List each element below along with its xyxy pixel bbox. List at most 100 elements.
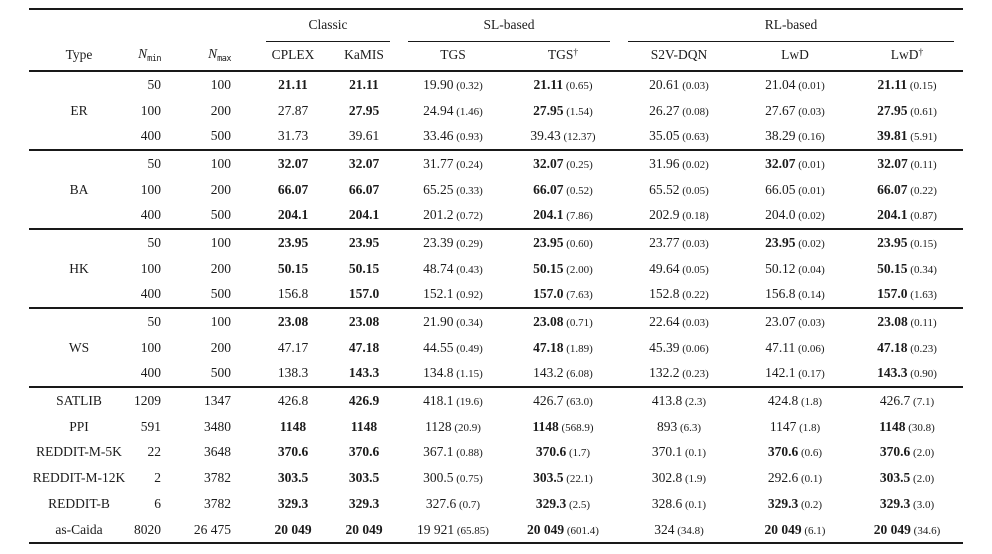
metric-value: 328.6 [651, 495, 683, 511]
value-cell-LwD-dagger: 20 049 (34.6) [851, 517, 963, 543]
metric-value: 1148 [532, 418, 559, 434]
metric-value: 20 049 [873, 521, 911, 537]
metric-value: 329.3 [348, 495, 380, 511]
metric-value: 424.8 [767, 393, 799, 409]
col-header-tgs-dagger: TGS† [507, 43, 619, 72]
value-cell-TGS: 44.55 (0.49) [399, 335, 507, 361]
value-cell-LwD: 23.95 (0.02) [739, 229, 851, 256]
std-value: (0.15) [907, 79, 937, 92]
metric-value: 143.2 [533, 365, 564, 381]
std-value: (0.02) [795, 210, 825, 223]
metric-value: 1148 [279, 418, 307, 434]
metric-value: 66.07 [277, 181, 309, 197]
value-cell-LwD-dagger: 1148 (30.8) [851, 414, 963, 440]
metric-value: 23.08 [348, 314, 380, 330]
value-cell-TGS: 23.39 (0.29) [399, 229, 507, 256]
value-cell-TGS: 33.46 (0.93) [399, 123, 507, 152]
nmax-cell: 200 [210, 260, 231, 276]
value-cell-S2V-DQN: 35.05 (0.63) [619, 123, 739, 152]
std-value: (0.04) [795, 263, 825, 276]
value-cell-KaMIS: 303.5 [329, 465, 399, 491]
std-value: (0.15) [907, 237, 937, 250]
group-header-row: Classic SL-based RL-based [29, 10, 963, 43]
std-value: (0.23) [679, 368, 709, 381]
table-body: ER 50 100 21.11 21.11 19.90 (0.32) 21.11 (0.65… [29, 71, 964, 543]
std-value: (0.23) [907, 342, 937, 355]
value-cell-TGS-dagger: 1148 (568.9) [507, 414, 619, 440]
value-cell-KaMIS: 23.95 [329, 229, 399, 256]
table-row: 400 500 204.1 204.1 201.2 (0.72) 204.1 (7.86)… [29, 202, 964, 231]
std-value: (0.88) [453, 447, 483, 460]
value-cell-KaMIS: 20 049 [329, 517, 399, 543]
metric-value: 31.77 [423, 155, 454, 171]
value-cell-TGS: 327.6 (0.7) [399, 491, 507, 517]
metric-value: 329.3 [277, 495, 309, 511]
value-cell-TGS-dagger: 50.15 (2.00) [507, 256, 619, 282]
metric-value: 143.3 [348, 365, 380, 381]
std-value: (0.61) [907, 105, 937, 118]
std-value: (63.0) [563, 396, 593, 409]
value-cell-LwD-dagger: 426.7 (7.1) [851, 387, 963, 414]
value-cell-S2V-DQN: 49.64 (0.05) [619, 256, 739, 282]
value-cell-LwD: 21.04 (0.01) [739, 71, 851, 98]
std-value: (0.63) [679, 131, 709, 144]
value-cell-LwD-dagger: 50.15 (0.34) [851, 256, 963, 282]
value-cell-LwD-dagger: 370.6 (2.0) [851, 440, 963, 466]
std-value: (0.34) [453, 317, 483, 330]
metric-value: 204.1 [877, 207, 908, 223]
std-value: (0.01) [795, 79, 825, 92]
value-cell-S2V-DQN: 202.9 (0.18) [619, 202, 739, 231]
std-value: (0.17) [795, 368, 825, 381]
metric-value: 47.18 [877, 339, 908, 355]
std-value: (0.22) [679, 289, 709, 302]
group-classic-label: Classic [308, 16, 348, 32]
nmin-cell: 400 [129, 281, 187, 310]
metric-value: 21.11 [533, 76, 564, 92]
std-value: (0.52) [563, 184, 593, 197]
std-value: (0.02) [795, 237, 825, 250]
value-cell-TGS: 31.77 (0.24) [399, 150, 507, 177]
metric-value: 156.8 [765, 286, 796, 302]
nmin-cell: 100 [140, 339, 161, 355]
col-header-tgs: TGS [399, 43, 507, 72]
table-row: ER 50 100 21.11 21.11 19.90 (0.32) 21.11 (0.65… [29, 71, 963, 152]
std-value: (7.86) [563, 210, 593, 223]
metric-value: 418.1 [423, 393, 454, 409]
table-row: BA 50 100 32.07 32.07 31.77 (0.24) 32.07 (0.25… [29, 150, 963, 231]
value-cell-TGS: 24.94 (1.46) [399, 98, 507, 124]
value-cell-LwD-dagger: 303.5 (2.0) [851, 465, 963, 491]
std-value: (0.01) [795, 184, 825, 197]
metric-value: 21.11 [877, 76, 908, 92]
value-cell-CPLEX: 303.5 [257, 465, 329, 491]
table-row: REDDIT-M-5K 22 3648 370.6 370.6 367.1 (0.88) 3… [29, 440, 963, 466]
nmin-cell: 22 [147, 444, 162, 460]
value-cell-S2V-DQN: 370.1 (0.1) [619, 440, 739, 466]
std-value: (2.0) [910, 473, 935, 486]
value-cell-TGS-dagger: 204.1 (7.86) [507, 202, 619, 231]
std-value: (0.71) [563, 317, 593, 330]
value-cell-TGS-dagger: 47.18 (1.89) [507, 335, 619, 361]
nmax-subscript: max [217, 54, 231, 64]
value-cell-LwD: 292.6 (0.1) [739, 465, 851, 491]
col-header-s2v-dqn: S2V-DQN [619, 43, 739, 72]
std-value: (0.92) [453, 289, 483, 302]
metric-value: 48.74 [423, 260, 454, 276]
group-rl-based: RL-based [619, 10, 963, 43]
value-cell-CPLEX: 156.8 [257, 281, 329, 310]
metric-value: 1128 [425, 418, 452, 434]
std-value: (0.1) [798, 473, 823, 486]
col-header-kamis: KaMIS [329, 43, 399, 72]
value-cell-TGS-dagger: 23.08 (0.71) [507, 308, 619, 335]
std-value: (0.34) [907, 263, 937, 276]
nmax-cell: 500 [187, 360, 257, 389]
value-cell-S2V-DQN: 152.8 (0.22) [619, 281, 739, 310]
value-cell-LwD: 23.07 (0.03) [739, 308, 851, 335]
std-value: (0.03) [679, 317, 709, 330]
nmin-cell: 100 [140, 181, 161, 197]
value-cell-S2V-DQN: 413.8 (2.3) [619, 387, 739, 414]
std-value: (34.6) [910, 524, 941, 537]
nmax-cell: 100 [210, 155, 231, 171]
metric-value: 204.1 [277, 207, 309, 223]
std-value: (0.60) [563, 237, 593, 250]
std-value: (2.00) [563, 263, 593, 276]
